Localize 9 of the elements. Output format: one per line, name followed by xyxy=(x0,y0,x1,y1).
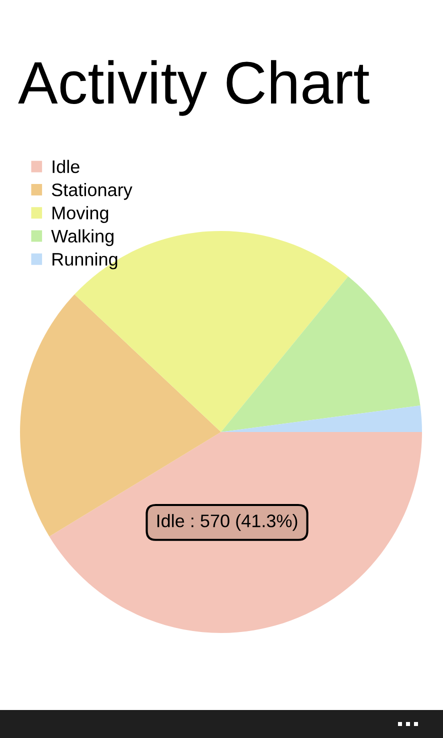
pie-slice xyxy=(221,406,422,432)
pie-slice xyxy=(221,276,420,432)
text: Idle : 570 (41.3%) xyxy=(157,514,298,531)
legend-label: Moving xyxy=(52,206,108,223)
legend-label: Walking xyxy=(51,229,114,246)
legend-label: Stationary xyxy=(52,182,132,200)
legend-label: Running xyxy=(52,252,118,270)
chart-title: Activity Chart xyxy=(18,60,370,116)
legend-label: Idle xyxy=(52,160,80,174)
